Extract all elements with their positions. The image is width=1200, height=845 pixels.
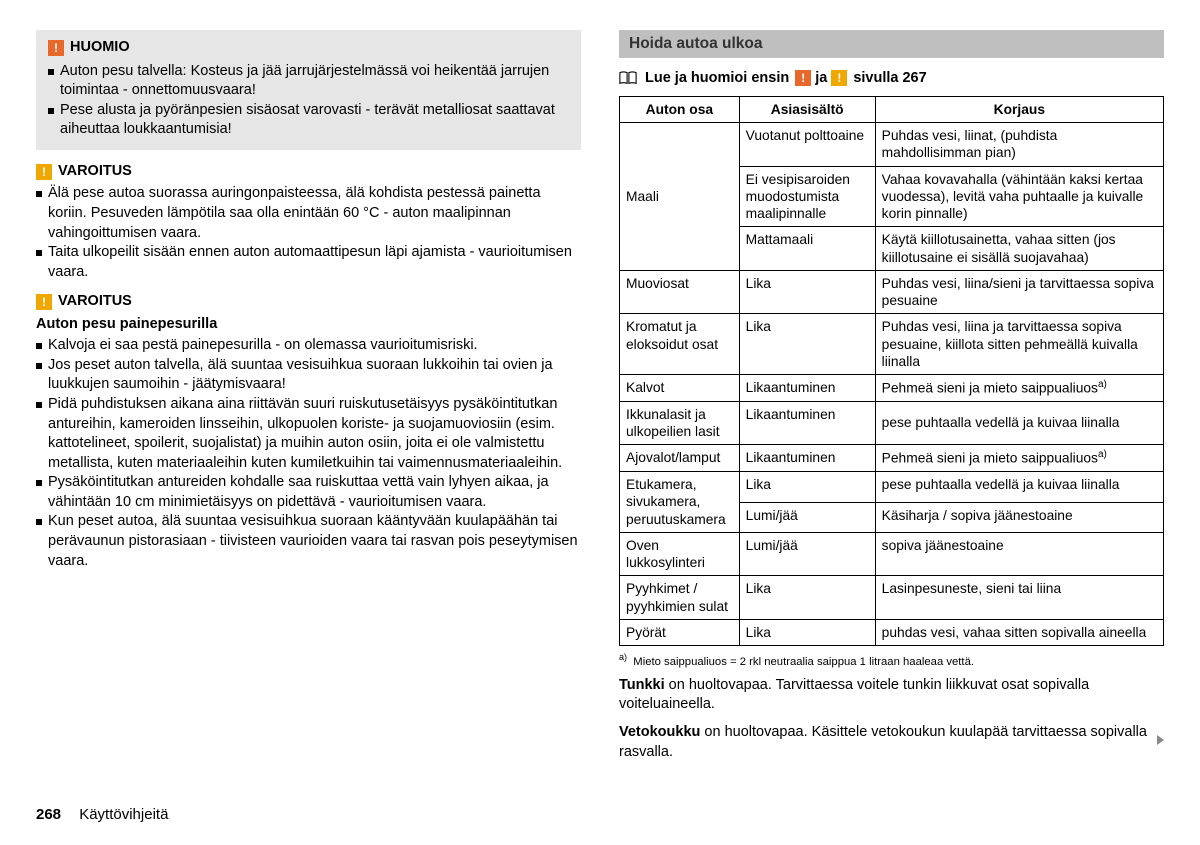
footnote: a) Mieto saippualiuos = 2 rkl neutraalia…: [619, 652, 1164, 668]
alert-icon: !: [48, 40, 64, 56]
warning-icon: !: [36, 164, 52, 180]
alert-icon: !: [795, 70, 811, 86]
varoitus-1-header: ! VAROITUS: [36, 162, 581, 182]
right-column: Hoida autoa ulkoa Lue ja huomioi ensin !…: [619, 30, 1164, 762]
left-column: ! HUOMIO Auton pesu talvella: Kosteus ja…: [36, 30, 581, 762]
read-first-line: Lue ja huomioi ensin ! ja ! sivulla 267: [619, 70, 1164, 86]
table-row: Pyyhkimet / pyyhkimien sulat Lika Lasinp…: [620, 576, 1164, 619]
bullet-icon: [36, 343, 42, 349]
table-row: Kromatut ja eloksoidut osat Lika Puhdas …: [620, 314, 1164, 375]
page-container: ! HUOMIO Auton pesu talvella: Kosteus ja…: [0, 0, 1200, 762]
table-row: Ikkunalasit ja ulkopeilien lasit Likaant…: [620, 401, 1164, 444]
huomio-bullet-2: Pese alusta ja pyöränpesien sisäosat var…: [48, 101, 569, 140]
varoitus-2-header: ! VAROITUS: [36, 292, 581, 312]
table-row: Pyörät Lika puhdas vesi, vahaa sitten so…: [620, 619, 1164, 645]
huomio-header: ! HUOMIO: [48, 38, 569, 58]
care-table: Auton osa Asiasisältö Korjaus Maali Vuot…: [619, 96, 1164, 646]
warning-icon: !: [831, 70, 847, 86]
table-header-row: Auton osa Asiasisältö Korjaus: [620, 97, 1164, 123]
bullet-icon: [36, 480, 42, 486]
warning-icon: !: [36, 294, 52, 310]
col-fix: Korjaus: [875, 97, 1163, 123]
col-issue: Asiasisältö: [739, 97, 875, 123]
table-row: Maali Vuotanut polttoaine Puhdas vesi, l…: [620, 123, 1164, 166]
bullet-icon: [36, 519, 42, 525]
huomio-box: ! HUOMIO Auton pesu talvella: Kosteus ja…: [36, 30, 581, 150]
varoitus-1: ! VAROITUS Älä pese autoa suorassa aurin…: [36, 162, 581, 282]
table-row: Etukamera, sivukamera, peruutuskamera Li…: [620, 472, 1164, 502]
continue-icon: [1157, 735, 1164, 745]
table-row: Muoviosat Lika Puhdas vesi, liina/sieni …: [620, 270, 1164, 313]
col-part: Auton osa: [620, 97, 740, 123]
footer-label: Käyttövihjeitä: [79, 806, 168, 823]
huomio-bullet-1: Auton pesu talvella: Kosteus ja jää jarr…: [48, 62, 569, 101]
section-title: Hoida autoa ulkoa: [619, 30, 1164, 58]
bullet-icon: [36, 250, 42, 256]
bullet-icon: [36, 191, 42, 197]
book-icon: [619, 71, 637, 85]
bullet-icon: [48, 69, 54, 75]
bullet-icon: [36, 402, 42, 408]
table-row: Kalvot Likaantuminen Pehmeä sieni ja mie…: [620, 375, 1164, 402]
bullet-icon: [48, 108, 54, 114]
varoitus-2: ! VAROITUS Auton pesu painepesurilla Kal…: [36, 292, 581, 571]
bullet-icon: [36, 363, 42, 369]
table-row: Ajovalot/lamput Likaantuminen Pehmeä sie…: [620, 445, 1164, 472]
footnote-ref: a): [1098, 449, 1107, 460]
vetokoukku-paragraph: Vetokoukku on huoltovapaa. Käsittele vet…: [619, 723, 1164, 762]
tunkki-paragraph: Tunkki on huoltovapaa. Tarvittaessa voit…: [619, 676, 1164, 715]
footnote-ref: a): [1098, 379, 1107, 390]
huomio-title: HUOMIO: [70, 38, 130, 58]
table-row: Oven lukkosylinteri Lumi/jää sopiva jään…: [620, 532, 1164, 575]
page-number: 268: [36, 806, 61, 823]
page-footer: 268 Käyttövihjeitä: [36, 806, 168, 823]
varoitus-2-subtitle: Auton pesu painepesurilla: [36, 315, 581, 335]
